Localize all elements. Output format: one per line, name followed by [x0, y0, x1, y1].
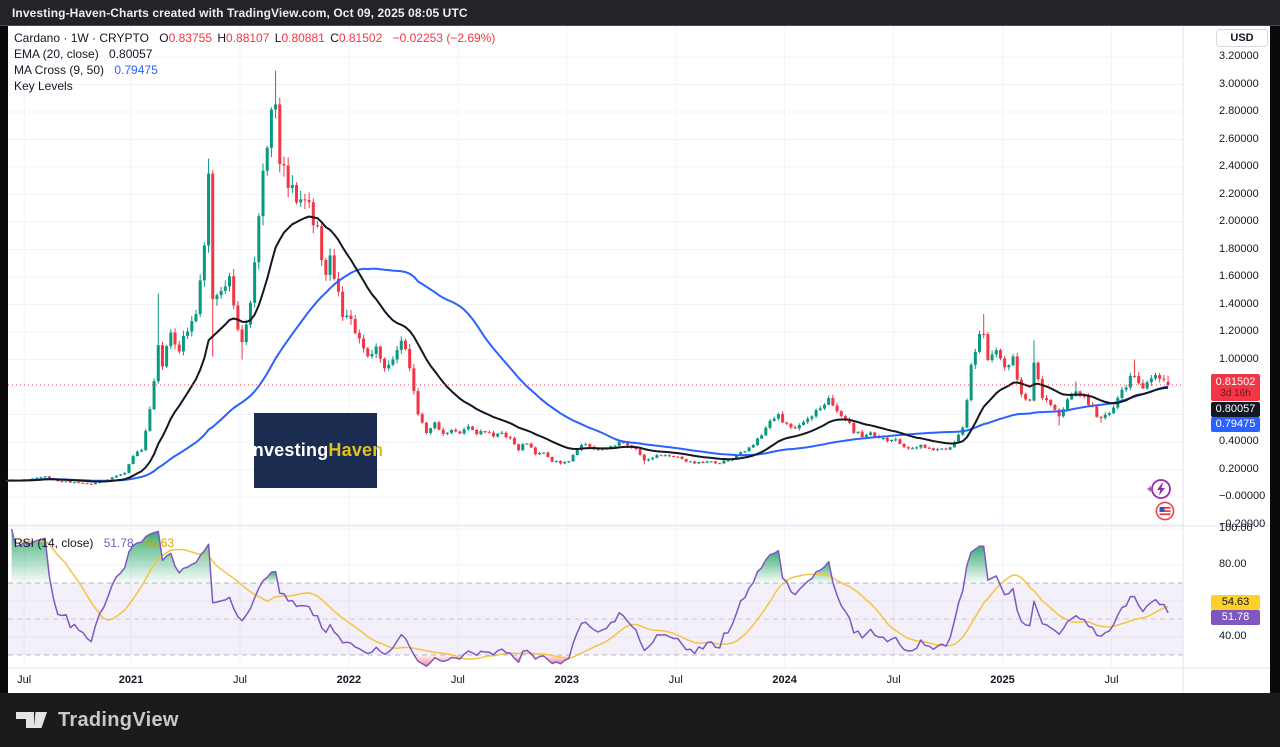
- ma-cross-value: 0.79475: [114, 63, 158, 77]
- low-value: 0.80881: [281, 31, 325, 45]
- ema-legend-row[interactable]: EMA (20, close) 0.80057: [14, 46, 495, 62]
- footer-bar: TradingView: [0, 693, 1280, 747]
- price-scale[interactable]: [1183, 26, 1270, 668]
- tradingview-logo-icon[interactable]: [12, 706, 50, 734]
- close-value: 0.81502: [338, 31, 383, 45]
- bar-countdown: 3d 16h: [1220, 388, 1251, 399]
- current-price-label: 0.81502 3d 16h: [1211, 374, 1260, 401]
- watermark-part1: Investing: [247, 440, 329, 460]
- open-value: 0.83755: [168, 31, 213, 45]
- ma-cross-legend-row[interactable]: MA Cross (9, 50) 0.79475: [14, 62, 495, 78]
- rsi-ma-scale-label: 54.63: [1211, 595, 1260, 610]
- key-levels-legend-row[interactable]: Key Levels: [14, 78, 495, 94]
- snapshot-title-bar: Investing-Haven-Charts created with Trad…: [0, 0, 1280, 26]
- high-value: 0.88107: [226, 31, 270, 45]
- price-pane[interactable]: [8, 26, 1183, 526]
- change-value: −0.02253 (−2.69%): [392, 31, 496, 45]
- open-label: O: [159, 31, 169, 45]
- lightning-event-icon[interactable]: [1146, 477, 1172, 506]
- high-label: H: [217, 31, 227, 45]
- rsi-pane[interactable]: [8, 526, 1183, 668]
- ema-price-label: 0.80057: [1211, 402, 1260, 417]
- rsi-scale-label: 51.78: [1211, 610, 1260, 625]
- us-flag-event-icon[interactable]: [1155, 501, 1175, 526]
- current-price-value: 0.81502: [1215, 376, 1256, 388]
- rsi-legend-row[interactable]: RSI (14, close) 51.78 54.63: [14, 536, 174, 550]
- tradingview-brand-text[interactable]: TradingView: [58, 708, 179, 731]
- rsi-label: RSI (14, close): [14, 536, 94, 550]
- ma-cross-label: MA Cross (9, 50): [14, 63, 105, 77]
- currency-button[interactable]: USD: [1216, 29, 1268, 47]
- ema-value: 0.80057: [109, 47, 153, 61]
- key-levels-label: Key Levels: [14, 79, 73, 93]
- symbol-legend-row[interactable]: Cardano · 1W · CRYPTO O0.83755 H0.88107 …: [14, 30, 495, 46]
- rsi-value: 51.78: [103, 536, 134, 550]
- snapshot-title: Investing-Haven-Charts created with Trad…: [12, 5, 468, 20]
- time-scale[interactable]: [8, 668, 1183, 693]
- ema-label: EMA (20, close): [14, 47, 99, 61]
- rsi-ma-value: 54.63: [144, 536, 175, 550]
- ma-price-label: 0.79475: [1211, 417, 1260, 432]
- low-label: L: [274, 31, 282, 45]
- symbol-title: Cardano · 1W · CRYPTO: [14, 31, 149, 45]
- watermark-part2: Haven: [328, 440, 384, 460]
- close-label: C: [330, 31, 339, 45]
- legend: Cardano · 1W · CRYPTO O0.83755 H0.88107 …: [14, 30, 495, 94]
- investinghaven-watermark: Investing Haven: [248, 413, 383, 488]
